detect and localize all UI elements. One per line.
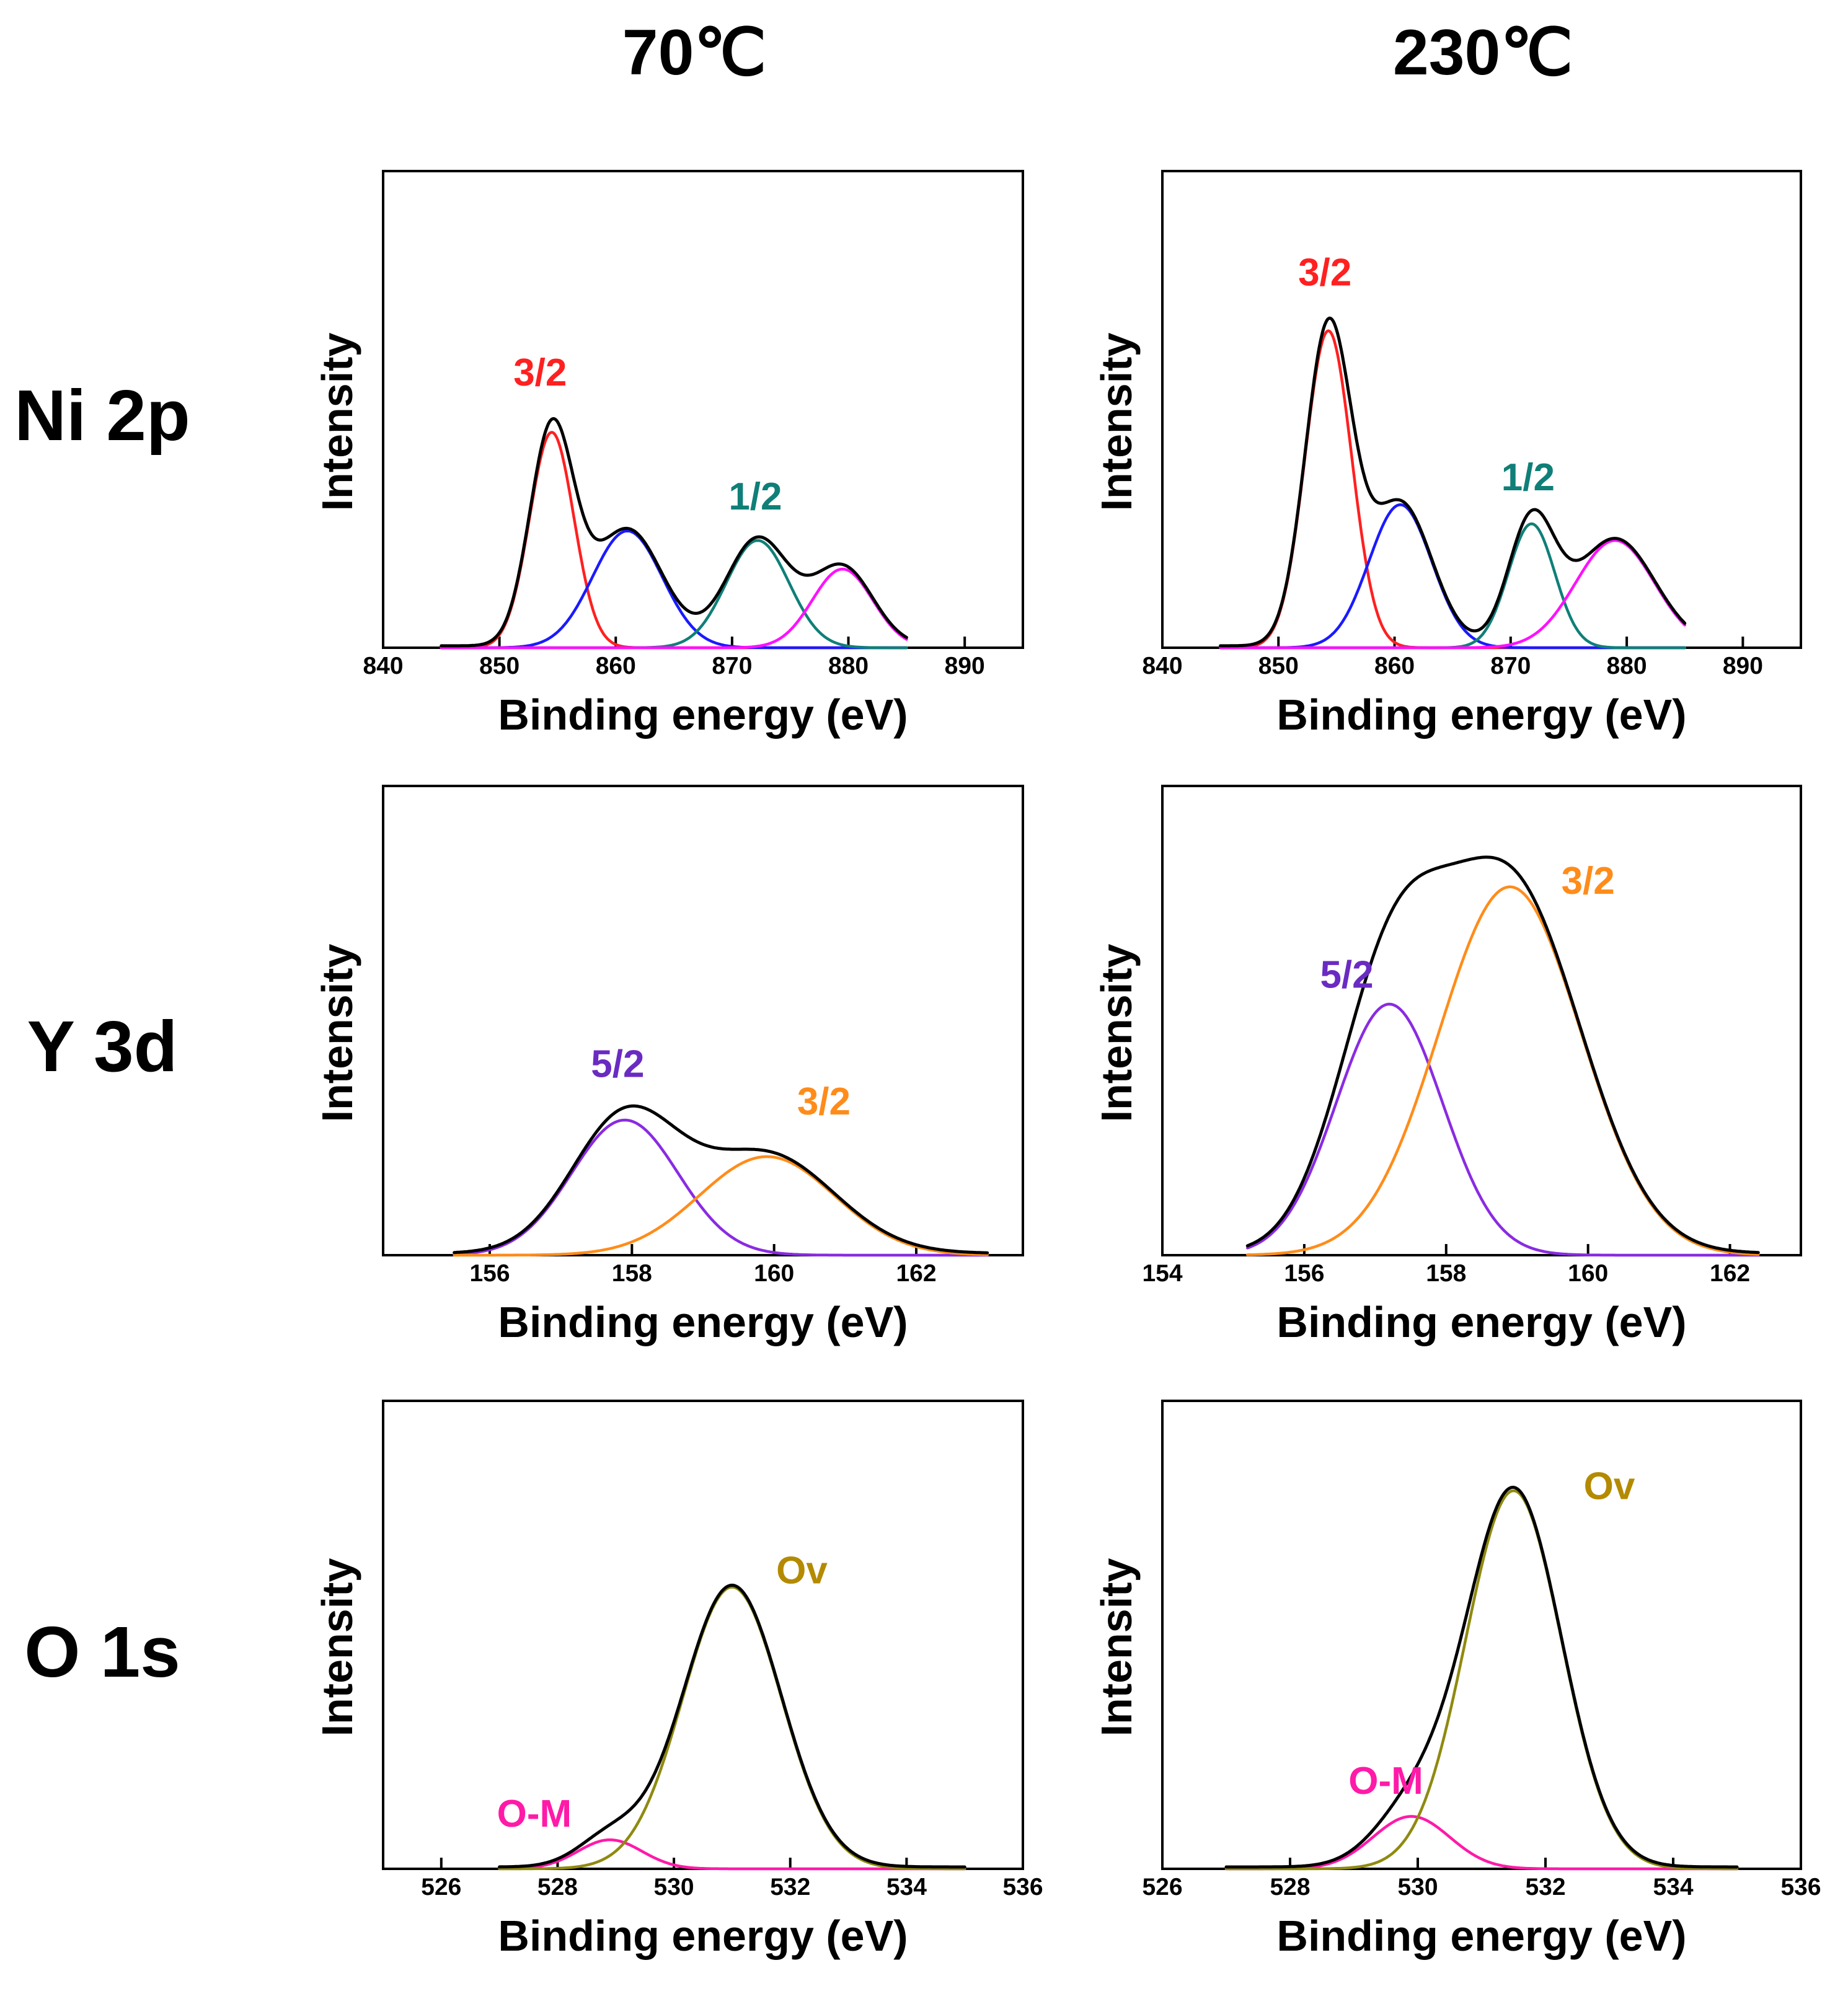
- x-tick-label: 850: [1258, 653, 1299, 679]
- x-tick-label: 156: [469, 1260, 510, 1287]
- x-tick-label: 158: [612, 1260, 652, 1287]
- x-tick-label: 850: [479, 653, 519, 679]
- x-tick-label: 860: [596, 653, 636, 679]
- peak-label: 3/2: [1298, 252, 1351, 294]
- x-tick-label: 840: [1142, 653, 1182, 679]
- panel-y-70: 156 158 160 162 Binding energy (eV) Intensity…: [313, 785, 1024, 1346]
- x-tick-label: 162: [1710, 1260, 1750, 1287]
- component-curve: [1219, 522, 1686, 650]
- peak-label: O-M: [497, 1793, 572, 1835]
- x-axis-label: Binding energy (eV): [1276, 1912, 1686, 1960]
- peak-label: 5/2: [1320, 954, 1373, 997]
- column-title-70c: 70℃: [622, 17, 766, 89]
- panel-o-70: 526 528 530 532 534 536 Binding energy (eV) Int…: [313, 1400, 1043, 1960]
- row-title-y-3d: Y 3d: [27, 1006, 178, 1087]
- envelope-curve: [1245, 855, 1760, 1255]
- x-tick-label: 536: [1002, 1874, 1043, 1900]
- plot-frame: [1161, 170, 1802, 649]
- x-tick-label: 870: [712, 653, 752, 679]
- x-tick-label: 526: [1142, 1874, 1182, 1900]
- peak-label: 3/2: [1562, 860, 1615, 902]
- component-curve: [1246, 1002, 1760, 1257]
- x-tick-label: 534: [886, 1874, 927, 1900]
- x-axis-label: Binding energy (eV): [1276, 1298, 1686, 1346]
- panel-ni-70: 840 850 860 870 880 890 Binding energy (eV) Int…: [313, 170, 1024, 739]
- component-curve: [453, 1155, 989, 1257]
- component-curve: [440, 567, 908, 650]
- y-axis-label: Intensity: [1092, 333, 1141, 511]
- peak-label: O-M: [1348, 1760, 1423, 1803]
- x-tick-label: 870: [1490, 653, 1531, 679]
- row-title-o-1s: O 1s: [24, 1612, 180, 1692]
- envelope-curve: [498, 1583, 966, 1869]
- peak-label: 3/2: [797, 1080, 851, 1123]
- y-axis-label: Intensity: [313, 1558, 361, 1737]
- component-curve: [1224, 1815, 1739, 1871]
- x-tick-label: 528: [537, 1874, 578, 1900]
- component-curve: [440, 529, 908, 650]
- component-curve: [1219, 503, 1686, 650]
- x-axis-label: Binding energy (eV): [498, 1298, 908, 1346]
- x-tick-label: 528: [1270, 1874, 1310, 1900]
- y-axis-label: Intensity: [1092, 944, 1141, 1123]
- component-curve: [498, 1838, 966, 1871]
- peak-label: Ov: [776, 1549, 828, 1592]
- component-curve: [453, 1118, 989, 1257]
- x-tick-label: 860: [1374, 653, 1415, 679]
- component-curve: [440, 431, 908, 650]
- panel-ni-230: 840 850 860 870 880 890 Binding energy (eV) Int…: [1092, 170, 1802, 739]
- y-axis-label: Intensity: [313, 944, 361, 1123]
- x-axis-label: Binding energy (eV): [498, 691, 908, 739]
- peak-label: 3/2: [513, 351, 567, 394]
- envelope-curve: [1219, 316, 1687, 648]
- peak-label: 5/2: [591, 1043, 644, 1085]
- x-tick-label: 526: [421, 1874, 461, 1900]
- component-curve: [1224, 1489, 1739, 1871]
- x-tick-label: 534: [1653, 1874, 1693, 1900]
- peak-label: Ov: [1584, 1465, 1635, 1508]
- panel-y-230: 154 156 158 160 162 Binding energy (eV) Intens…: [1092, 785, 1802, 1346]
- x-tick-label: 530: [654, 1874, 694, 1900]
- x-tick-label: 530: [1397, 1874, 1438, 1900]
- row-title-ni-2p: Ni 2p: [14, 375, 190, 456]
- x-tick-label: 162: [896, 1260, 936, 1287]
- plot-frame: [382, 170, 1024, 649]
- plot-frame: [1161, 1400, 1802, 1870]
- x-tick-label: 840: [363, 653, 403, 679]
- x-tick-label: 880: [1607, 653, 1647, 679]
- component-curve: [1219, 329, 1686, 650]
- envelope-curve: [1224, 1486, 1739, 1869]
- peak-label: 1/2: [1501, 456, 1555, 499]
- x-tick-label: 160: [754, 1260, 794, 1287]
- x-tick-label: 880: [828, 653, 869, 679]
- x-tick-label: 154: [1142, 1260, 1182, 1287]
- envelope-curve: [453, 1104, 989, 1255]
- x-tick-label: 890: [1723, 653, 1763, 679]
- component-curve: [498, 1586, 966, 1871]
- x-tick-label: 160: [1568, 1260, 1608, 1287]
- x-tick-label: 158: [1426, 1260, 1466, 1287]
- x-axis-label: Binding energy (eV): [1276, 691, 1686, 739]
- x-tick-label: 536: [1780, 1874, 1821, 1900]
- envelope-curve: [440, 417, 908, 648]
- panel-o-230: 526 528 530 532 534 536 Binding energy (eV) Int…: [1092, 1400, 1821, 1960]
- x-tick-label: 890: [945, 653, 985, 679]
- x-axis-label: Binding energy (eV): [498, 1912, 908, 1960]
- x-tick-label: 532: [770, 1874, 810, 1900]
- component-curve: [1246, 885, 1760, 1256]
- panels-group: 840 850 860 870 880 890 Binding energy (eV) Int…: [313, 170, 1821, 1960]
- plot-frame: [382, 785, 1024, 1256]
- column-title-230c: 230℃: [1393, 17, 1573, 89]
- x-tick-label: 532: [1525, 1874, 1565, 1900]
- x-tick-label: 156: [1284, 1260, 1324, 1287]
- y-axis-label: Intensity: [1092, 1558, 1141, 1737]
- plot-frame: [1161, 785, 1802, 1256]
- y-axis-label: Intensity: [313, 333, 361, 511]
- component-curve: [1219, 539, 1686, 650]
- peak-label: 1/2: [728, 475, 782, 518]
